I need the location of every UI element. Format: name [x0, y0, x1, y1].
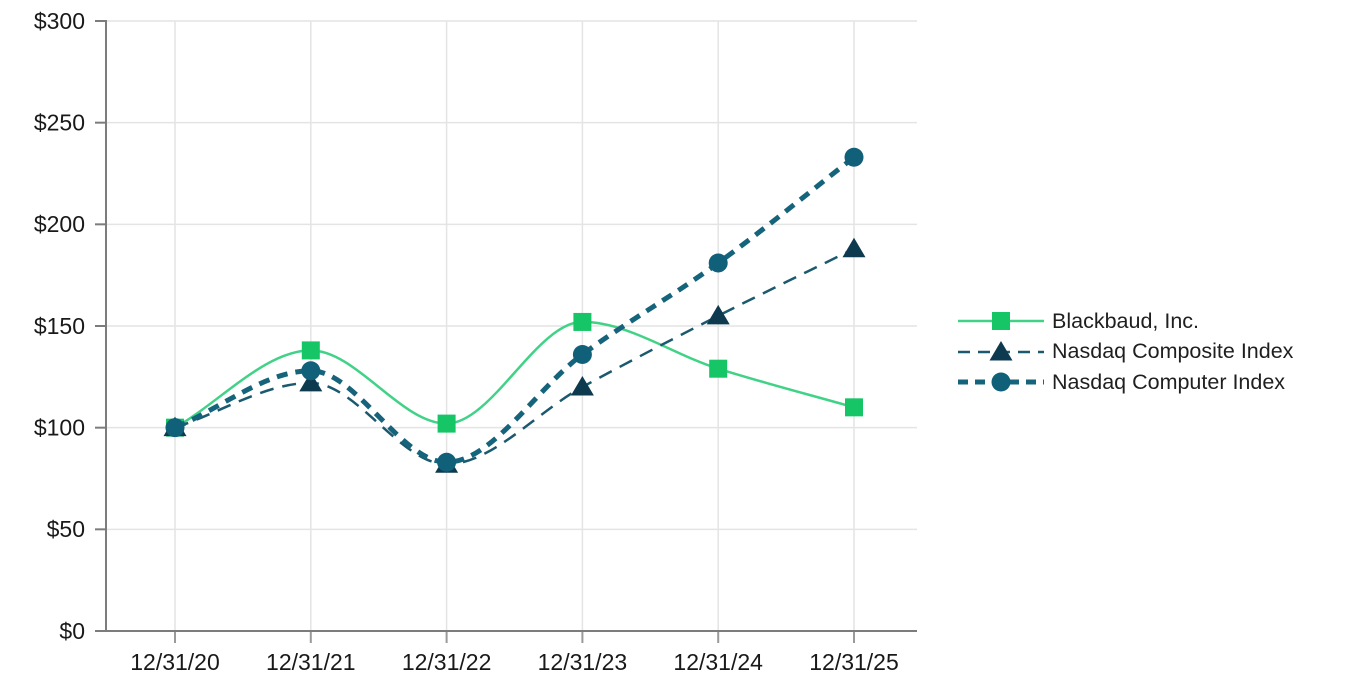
series-marker-nasdaq-computer	[708, 253, 728, 273]
series-marker-nasdaq-computer	[437, 452, 457, 472]
series-marker-nasdaq-computer	[991, 372, 1011, 392]
legend-swatch-nasdaq-composite-icon	[956, 339, 1046, 365]
series-marker-blackbaud	[573, 312, 592, 331]
legend-swatch-nasdaq-computer-icon	[956, 369, 1046, 395]
legend-line-sample-nasdaq-computer	[958, 372, 1044, 392]
series-line-nasdaq-composite	[174, 247, 855, 466]
series-marker-nasdaq-composite	[706, 304, 730, 325]
series-marker-blackbaud	[709, 359, 728, 378]
series-marker-nasdaq-computer	[301, 361, 321, 381]
x-axis-tick-label: 12/31/23	[538, 649, 628, 675]
x-axis-tick-label: 12/31/21	[266, 649, 356, 675]
series-marker-blackbaud	[992, 312, 1010, 331]
series-marker-nasdaq-composite	[842, 237, 866, 258]
x-axis-tick-label: 12/31/20	[130, 649, 220, 675]
series-marker-blackbaud	[845, 398, 863, 417]
legend-item-blackbaud: Blackbaud, Inc.	[956, 306, 1293, 337]
y-axis-tick-label: $300	[34, 8, 85, 34]
series-marker-blackbaud	[437, 414, 456, 433]
series-marker-nasdaq-computer	[844, 147, 864, 167]
y-axis-tick-label: $150	[34, 313, 85, 339]
series-line-nasdaq-computer	[174, 155, 856, 465]
y-axis-tick-label: $50	[47, 516, 85, 542]
series-marker-blackbaud	[301, 341, 320, 360]
x-axis-tick-label: 12/31/24	[673, 649, 763, 675]
chart-legend: Blackbaud, Inc. Nasdaq Composite Index N…	[956, 306, 1293, 398]
series-marker-nasdaq-computer	[572, 344, 592, 364]
series-marker-nasdaq-composite	[989, 340, 1013, 361]
y-axis-tick-label: $200	[34, 211, 85, 237]
series-marker-nasdaq-computer	[165, 418, 185, 438]
y-axis-tick-label: $100	[34, 414, 85, 440]
legend-swatch-blackbaud-icon	[956, 308, 1046, 334]
legend-item-nasdaq-computer: Nasdaq Computer Index	[956, 367, 1293, 398]
x-axis-tick-label: 12/31/22	[402, 649, 492, 675]
legend-line-sample-blackbaud	[958, 312, 1044, 331]
legend-line-sample-nasdaq-composite	[958, 340, 1044, 361]
series-marker-nasdaq-composite	[570, 376, 594, 396]
legend-label-nasdaq-computer: Nasdaq Computer Index	[1052, 369, 1286, 394]
legend-label-blackbaud: Blackbaud, Inc.	[1052, 308, 1200, 333]
y-axis-tick-label: $250	[34, 109, 85, 135]
legend-item-nasdaq-composite: Nasdaq Composite Index	[956, 337, 1293, 368]
legend-label-nasdaq-composite: Nasdaq Composite Index	[1052, 339, 1294, 363]
series-marker-nasdaq-composite	[299, 371, 323, 392]
y-axis-tick-label: $0	[59, 618, 85, 644]
x-axis-tick-label: 12/31/25	[809, 649, 899, 675]
